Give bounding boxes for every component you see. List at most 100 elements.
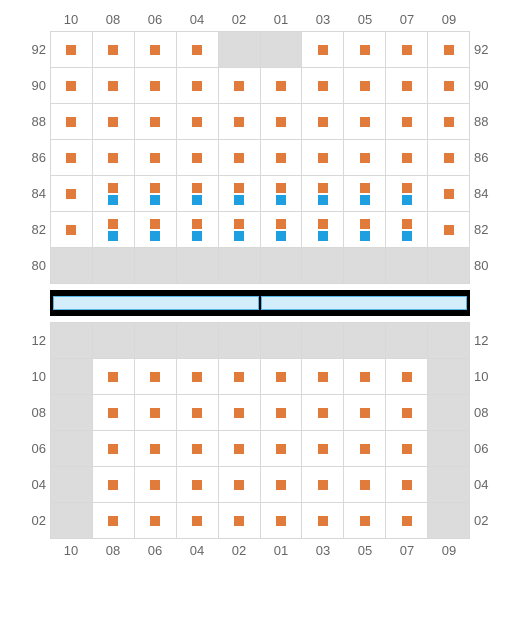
seat-cell[interactable]	[428, 140, 470, 176]
seat-cell[interactable]	[177, 68, 219, 104]
seat-cell[interactable]	[93, 176, 135, 212]
seat-cell[interactable]	[386, 176, 428, 212]
seat-cell[interactable]	[219, 212, 261, 248]
seat-cell[interactable]	[261, 104, 303, 140]
seat-cell[interactable]	[261, 176, 303, 212]
seat-cell[interactable]	[93, 503, 135, 539]
seat-cell[interactable]	[344, 212, 386, 248]
seat-cell[interactable]	[386, 467, 428, 503]
seat-cell[interactable]	[261, 212, 303, 248]
seat-cell[interactable]	[135, 140, 177, 176]
seat-cell[interactable]	[302, 503, 344, 539]
seat-cell[interactable]	[386, 104, 428, 140]
seat-cell[interactable]	[51, 212, 93, 248]
seat-cell[interactable]	[344, 431, 386, 467]
seat-cell[interactable]	[302, 32, 344, 68]
seat-cell[interactable]	[177, 140, 219, 176]
seat-cell[interactable]	[135, 176, 177, 212]
seat-cell[interactable]	[219, 359, 261, 395]
seat-cell[interactable]	[261, 359, 303, 395]
seat-cell[interactable]	[51, 176, 93, 212]
seat-cell[interactable]	[135, 104, 177, 140]
seat-cell[interactable]	[219, 395, 261, 431]
seat-cell[interactable]	[386, 140, 428, 176]
seat-cell[interactable]	[344, 32, 386, 68]
seat-cell[interactable]	[302, 68, 344, 104]
seat-cell[interactable]	[177, 212, 219, 248]
seat-cell[interactable]	[135, 467, 177, 503]
seat-cell[interactable]	[386, 395, 428, 431]
seat-cell[interactable]	[261, 431, 303, 467]
seat-cell[interactable]	[302, 431, 344, 467]
seat-cell[interactable]	[428, 176, 470, 212]
seat-cell[interactable]	[428, 104, 470, 140]
seat-cell[interactable]	[93, 104, 135, 140]
seat-cell[interactable]	[135, 359, 177, 395]
seat-cell[interactable]	[93, 467, 135, 503]
seat-cell[interactable]	[177, 467, 219, 503]
seat-cell[interactable]	[261, 503, 303, 539]
seat-cell[interactable]	[344, 176, 386, 212]
seat-cell[interactable]	[135, 212, 177, 248]
seat-icon	[402, 117, 412, 127]
seat-cell[interactable]	[219, 503, 261, 539]
seat-cell[interactable]	[428, 32, 470, 68]
seat-cell[interactable]	[428, 68, 470, 104]
seat-cell[interactable]	[261, 68, 303, 104]
seat-cell[interactable]	[386, 503, 428, 539]
seat-cell[interactable]	[219, 104, 261, 140]
seat-cell[interactable]	[261, 395, 303, 431]
seat-cell[interactable]	[135, 68, 177, 104]
seat-cell[interactable]	[51, 32, 93, 68]
seat-cell[interactable]	[386, 431, 428, 467]
seat-cell[interactable]	[386, 359, 428, 395]
seat-cell[interactable]	[302, 359, 344, 395]
seat-cell[interactable]	[344, 503, 386, 539]
seat-cell[interactable]	[93, 140, 135, 176]
seat-cell[interactable]	[302, 104, 344, 140]
seat-cell[interactable]	[51, 104, 93, 140]
seat-cell[interactable]	[219, 467, 261, 503]
seat-cell[interactable]	[302, 140, 344, 176]
seat-cell[interactable]	[135, 32, 177, 68]
seat-cell[interactable]	[302, 176, 344, 212]
seat-cell[interactable]	[344, 359, 386, 395]
seat-cell[interactable]	[93, 32, 135, 68]
seat-cell[interactable]	[93, 68, 135, 104]
seat-cell[interactable]	[177, 176, 219, 212]
seat-cell[interactable]	[93, 212, 135, 248]
seat-cell[interactable]	[219, 176, 261, 212]
seat-cell[interactable]	[135, 431, 177, 467]
seat-cell[interactable]	[344, 140, 386, 176]
seat-cell[interactable]	[219, 140, 261, 176]
seat-cell[interactable]	[51, 68, 93, 104]
seat-cell[interactable]	[344, 68, 386, 104]
seat-cell[interactable]	[177, 395, 219, 431]
seat-cell[interactable]	[93, 359, 135, 395]
seat-cell[interactable]	[386, 212, 428, 248]
seat-cell[interactable]	[386, 68, 428, 104]
seat-cell[interactable]	[177, 503, 219, 539]
seat-cell[interactable]	[302, 212, 344, 248]
seat-cell[interactable]	[51, 140, 93, 176]
seat-cell[interactable]	[302, 467, 344, 503]
seat-cell[interactable]	[177, 32, 219, 68]
seat-cell[interactable]	[386, 32, 428, 68]
seat-cell[interactable]	[135, 503, 177, 539]
seat-cell[interactable]	[177, 359, 219, 395]
seat-cell[interactable]	[177, 431, 219, 467]
seat-cell[interactable]	[93, 395, 135, 431]
seat-cell[interactable]	[261, 140, 303, 176]
seat-cell[interactable]	[219, 68, 261, 104]
seat-cell[interactable]	[261, 467, 303, 503]
seat-cell[interactable]	[177, 104, 219, 140]
cell-unavailable	[302, 323, 344, 359]
seat-cell[interactable]	[344, 104, 386, 140]
seat-cell[interactable]	[302, 395, 344, 431]
seat-cell[interactable]	[135, 395, 177, 431]
seat-cell[interactable]	[93, 431, 135, 467]
seat-cell[interactable]	[219, 431, 261, 467]
seat-cell[interactable]	[428, 212, 470, 248]
seat-cell[interactable]	[344, 467, 386, 503]
seat-cell[interactable]	[344, 395, 386, 431]
